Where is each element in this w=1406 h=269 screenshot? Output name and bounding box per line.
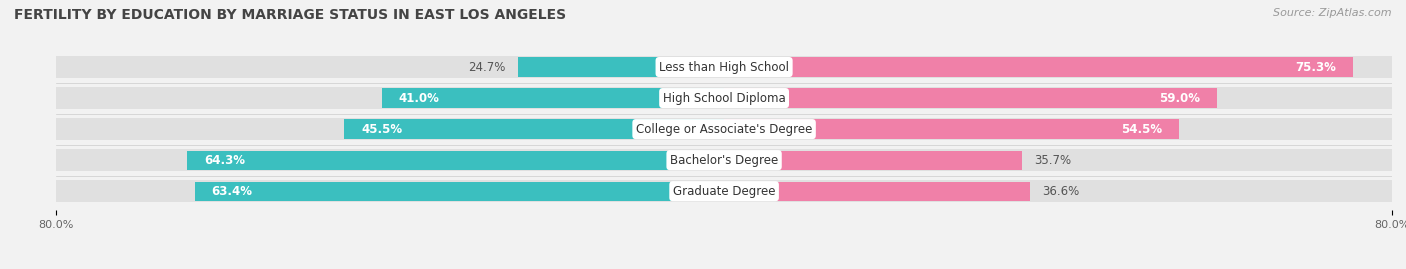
Text: College or Associate's Degree: College or Associate's Degree bbox=[636, 123, 813, 136]
Bar bbox=[56, 87, 1392, 109]
Text: 64.3%: 64.3% bbox=[204, 154, 245, 167]
Bar bbox=[382, 89, 724, 108]
Text: 63.4%: 63.4% bbox=[211, 185, 253, 198]
Bar bbox=[517, 57, 724, 77]
Text: 24.7%: 24.7% bbox=[468, 61, 505, 73]
Text: 75.3%: 75.3% bbox=[1295, 61, 1336, 73]
Text: Graduate Degree: Graduate Degree bbox=[673, 185, 775, 198]
Text: 45.5%: 45.5% bbox=[361, 123, 402, 136]
Text: Source: ZipAtlas.com: Source: ZipAtlas.com bbox=[1274, 8, 1392, 18]
Text: Bachelor's Degree: Bachelor's Degree bbox=[671, 154, 778, 167]
Bar bbox=[344, 119, 724, 139]
Text: 35.7%: 35.7% bbox=[1035, 154, 1071, 167]
Text: High School Diploma: High School Diploma bbox=[662, 91, 786, 105]
Text: FERTILITY BY EDUCATION BY MARRIAGE STATUS IN EAST LOS ANGELES: FERTILITY BY EDUCATION BY MARRIAGE STATU… bbox=[14, 8, 567, 22]
Text: 36.6%: 36.6% bbox=[1042, 185, 1080, 198]
Bar bbox=[56, 180, 1392, 202]
Bar bbox=[187, 151, 724, 170]
Bar bbox=[56, 56, 1392, 78]
Bar bbox=[56, 149, 1392, 171]
Bar bbox=[195, 182, 724, 201]
Bar bbox=[724, 57, 1353, 77]
Bar bbox=[56, 118, 1392, 140]
Text: 54.5%: 54.5% bbox=[1121, 123, 1163, 136]
Text: Less than High School: Less than High School bbox=[659, 61, 789, 73]
Bar bbox=[724, 119, 1180, 139]
Legend: Married, Unmarried: Married, Unmarried bbox=[636, 264, 813, 269]
Bar bbox=[724, 151, 1022, 170]
Text: 41.0%: 41.0% bbox=[398, 91, 440, 105]
Bar bbox=[724, 182, 1029, 201]
Bar bbox=[724, 89, 1216, 108]
Text: 59.0%: 59.0% bbox=[1159, 91, 1199, 105]
